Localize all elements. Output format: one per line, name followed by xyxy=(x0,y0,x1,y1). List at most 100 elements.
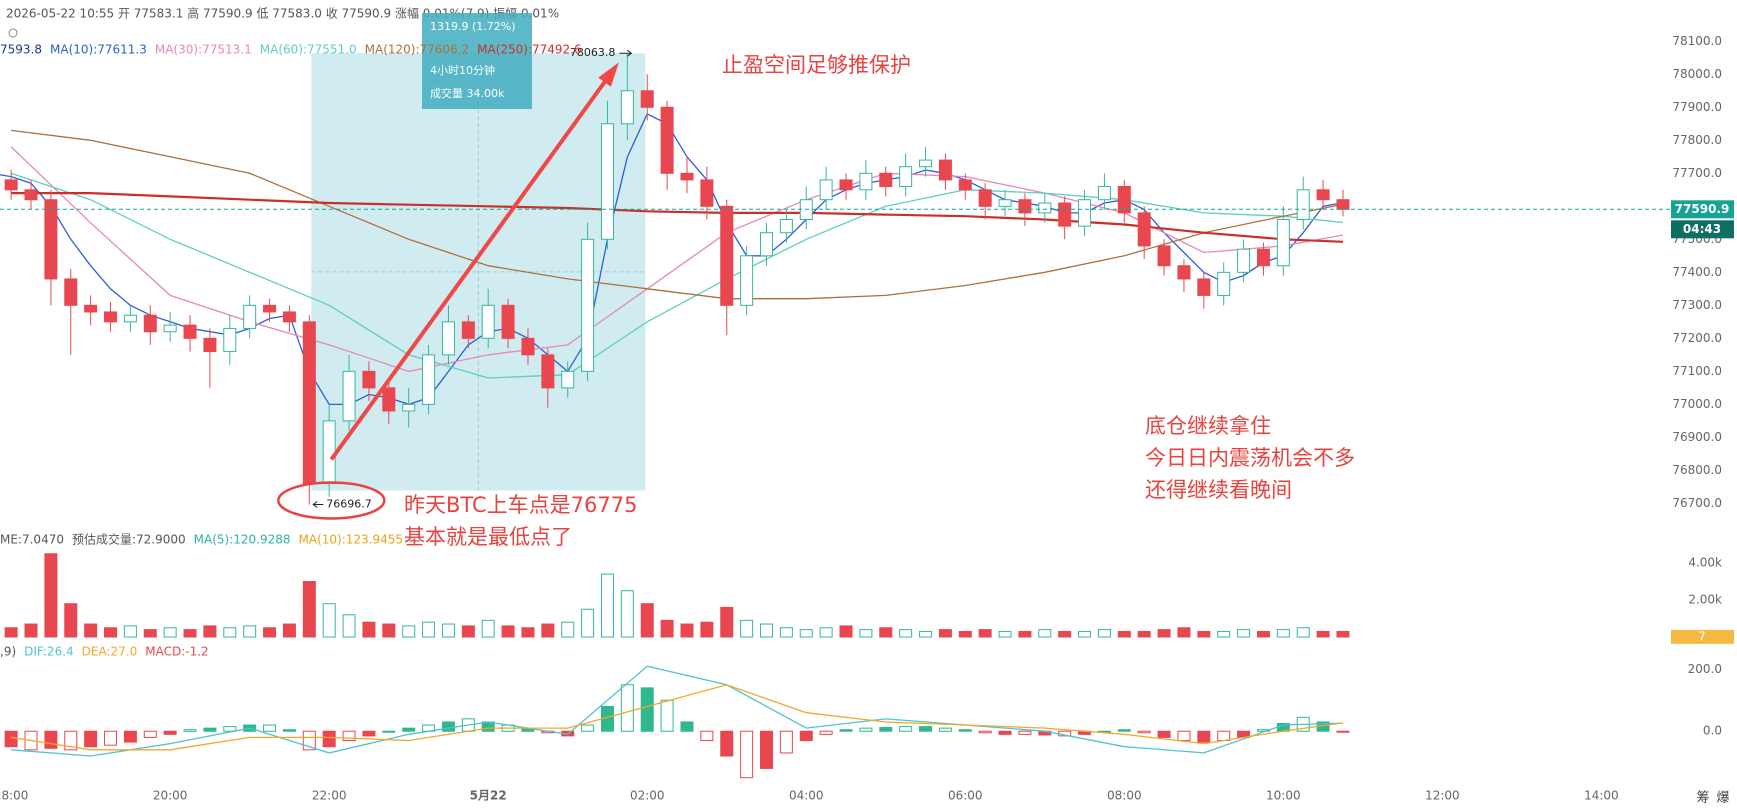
macd-bar xyxy=(64,730,78,751)
candle-body xyxy=(700,179,714,207)
macd-bar xyxy=(680,721,694,732)
candle-body xyxy=(1256,248,1270,267)
candle-body xyxy=(1276,219,1290,267)
x-tick-label: 22:00 xyxy=(312,789,347,803)
macd-bar xyxy=(1336,730,1350,733)
candle-body xyxy=(322,420,336,485)
candle-body xyxy=(978,189,992,207)
visibility-icon[interactable] xyxy=(8,28,18,38)
candle-body xyxy=(740,255,754,306)
macd-bar xyxy=(362,730,376,737)
legend-entry: 7593.8 xyxy=(0,43,42,57)
candle-body xyxy=(282,311,296,323)
macd-bar xyxy=(938,727,952,732)
macd-bar xyxy=(342,730,356,742)
volume-bar xyxy=(978,629,992,638)
legend-entry: MA(10):77611.3 xyxy=(50,43,147,57)
candle-body xyxy=(1296,189,1310,221)
volume-bar xyxy=(660,619,674,638)
volume-bar xyxy=(760,623,774,638)
candle-body xyxy=(779,219,793,234)
last-volume-box xyxy=(1671,629,1734,644)
macd-bar xyxy=(104,730,118,746)
macd-bar xyxy=(44,730,58,749)
macd-bar xyxy=(1018,730,1032,735)
volume-bar xyxy=(600,573,614,638)
candle-body xyxy=(302,321,316,485)
candle-body xyxy=(899,166,913,188)
volume-bar xyxy=(282,623,296,638)
candle-body xyxy=(1157,245,1171,267)
y-tick-label: 77000.0 xyxy=(1672,397,1722,411)
volume-bar xyxy=(799,629,813,638)
volume-bar xyxy=(640,603,654,638)
candle-body xyxy=(1237,248,1251,273)
volume-bar xyxy=(461,625,475,638)
ma-line xyxy=(10,146,1344,373)
macd-bar xyxy=(859,727,873,732)
candle-body xyxy=(4,179,18,191)
legend-entry: DIF:26.4 xyxy=(24,645,74,659)
legend-entry: MA(120):77606.2 xyxy=(365,43,470,57)
volume-bar xyxy=(1316,630,1330,638)
corner-button[interactable]: 筹 xyxy=(1696,790,1709,806)
candle-body xyxy=(422,354,436,405)
macd-bar xyxy=(1197,730,1211,743)
volume-bar xyxy=(143,629,157,638)
low-arrow xyxy=(312,501,324,508)
candle-body xyxy=(1177,265,1191,280)
macd-bar xyxy=(263,724,277,732)
volume-bar xyxy=(481,619,495,638)
macd-bar xyxy=(620,684,634,732)
measure-label: 4小时10分钟 xyxy=(430,63,495,77)
volume-bar xyxy=(779,627,793,638)
legend-entry: MACD:-1.2 xyxy=(145,645,208,659)
macd-bar xyxy=(660,699,674,732)
macd-bar xyxy=(799,730,813,742)
macd-bar xyxy=(282,729,296,732)
macd-bar xyxy=(899,726,913,732)
y-tick-label: 76800.0 xyxy=(1672,463,1722,477)
ma-line xyxy=(11,192,1344,243)
annotation: 底仓继续拿住 xyxy=(1145,414,1271,438)
volume-bar xyxy=(561,621,575,638)
volume-bar xyxy=(243,625,257,638)
annotation: 昨天BTC上车点是76775 xyxy=(404,493,637,517)
trend-arrow-head xyxy=(598,62,619,87)
candle-body xyxy=(481,304,495,339)
volume-bar xyxy=(859,629,873,638)
macd-bar xyxy=(84,730,98,748)
low-label: 76696.7 xyxy=(326,497,372,510)
volume-bar xyxy=(1058,630,1072,638)
volume-bar xyxy=(302,580,316,638)
volume-bar xyxy=(819,627,833,638)
candle-body xyxy=(104,311,118,323)
macd-bar xyxy=(839,729,853,732)
x-tick-label: 04:00 xyxy=(789,789,824,803)
macd-bar xyxy=(640,687,654,732)
ma-line xyxy=(10,172,1344,379)
y-tick-label: 77400.0 xyxy=(1672,265,1722,279)
chart-header: 2026-05-22 10:55 开 77583.1 高 77590.9 低 7… xyxy=(6,6,559,21)
corner-button[interactable]: 爆 xyxy=(1716,791,1729,806)
candle-body xyxy=(600,123,614,240)
candle-body xyxy=(1197,278,1211,296)
macd-bar xyxy=(203,727,217,732)
volume-bar xyxy=(879,627,893,638)
volume-bar xyxy=(422,621,436,638)
candle-body xyxy=(1038,202,1052,214)
measure-box xyxy=(422,13,532,109)
candle-body xyxy=(521,337,535,356)
volume-bar xyxy=(1237,629,1251,638)
candle-body xyxy=(720,205,734,306)
y-tick-label: 2.00k xyxy=(1688,592,1722,606)
volume-bar xyxy=(1038,629,1052,638)
macd-bar xyxy=(1117,729,1131,732)
volume-bar xyxy=(1177,627,1191,638)
candle-body xyxy=(501,304,515,339)
candle-body xyxy=(958,179,972,191)
candle-body xyxy=(64,278,78,306)
candle-body xyxy=(183,324,197,339)
legend-entry: ME:7.0470 xyxy=(0,533,64,547)
